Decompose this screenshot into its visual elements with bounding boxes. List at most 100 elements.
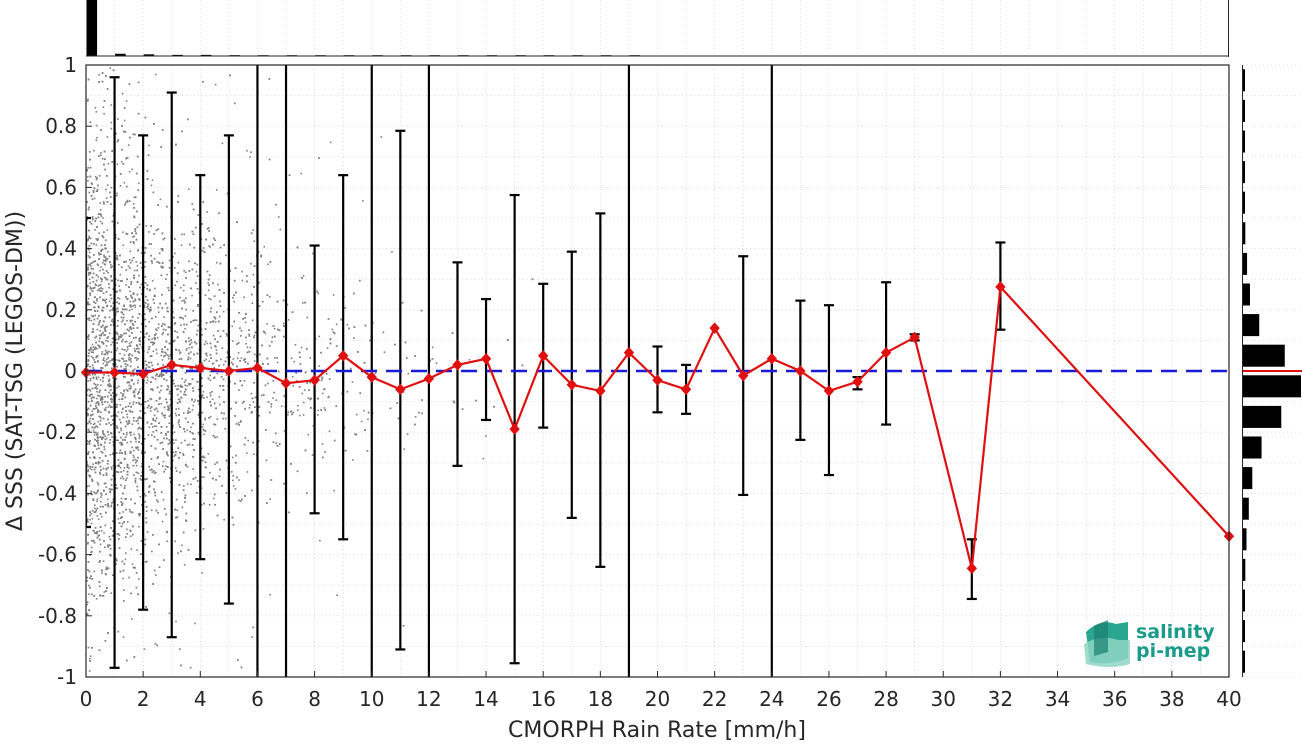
scatter-point [94,283,97,285]
scatter-point [101,460,104,462]
scatter-point [191,444,194,446]
scatter-point [160,274,163,277]
scatter-point [309,398,311,401]
scatter-point [273,327,276,330]
scatter-point [168,390,171,393]
scatter-point [318,157,320,159]
scatter-point [134,133,136,136]
scatter-point [126,346,129,348]
scatter-point [87,453,89,455]
scatter-point [88,388,91,391]
scatter-point [133,274,135,277]
scatter-point [201,223,203,225]
scatter-point [98,649,101,651]
scatter-point [163,355,165,358]
scatter-point [168,267,171,269]
scatter-point [114,257,117,260]
scatter-point [150,458,153,460]
scatter-point [207,289,210,292]
scatter-point [97,359,99,362]
scatter-point [262,300,264,303]
scatter-point [110,484,113,486]
scatter-point [126,470,129,473]
scatter-point [93,530,95,532]
scatter-point [187,188,190,191]
scatter-point [344,449,347,452]
scatter-point [101,80,104,83]
scatter-point [178,399,181,401]
scatter-point [144,495,147,497]
scatter-point [168,392,171,395]
scatter-point [95,178,98,181]
scatter-point [96,289,99,292]
scatter-point [100,530,103,532]
scatter-point [202,81,204,83]
scatter-point [194,622,196,625]
scatter-point [138,403,141,405]
scatter-point [88,256,91,259]
scatter-point [88,485,90,487]
scatter-point [180,441,183,444]
scatter-point [88,349,91,352]
scatter-point [164,302,167,305]
scatter-point [95,407,98,409]
scatter-point [153,436,156,438]
scatter-point [151,471,154,473]
scatter-point [124,203,126,206]
scatter-point [144,478,146,481]
scatter-point [122,408,124,411]
scatter-point [105,474,108,476]
scatter-point [233,102,236,105]
scatter-point [149,410,152,412]
scatter-point [102,380,104,383]
scatter-point [101,309,103,312]
scatter-point [136,293,139,296]
scatter-point [87,534,89,536]
scatter-point [232,296,234,299]
scatter-point [126,441,129,444]
scatter-point [140,403,143,406]
scatter-point [97,284,100,287]
scatter-point [87,167,89,169]
scatter-point [193,246,196,249]
scatter-point [129,450,132,453]
scatter-point [143,306,146,309]
scatter-point [152,343,154,346]
scatter-point [145,506,148,508]
scatter-point [155,499,158,501]
scatter-point [182,317,184,320]
scatter-point [158,375,161,378]
scatter-point [109,263,112,266]
scatter-point [88,151,91,153]
scatter-point [104,316,107,319]
scatter-point [229,270,232,272]
scatter-point [107,380,110,383]
scatter-point [146,421,149,424]
scatter-point [91,314,93,317]
scatter-point [161,465,164,468]
scatter-point [253,334,256,337]
scatter-point [122,433,125,435]
scatter-point [224,360,227,363]
scatter-point [115,484,117,487]
scatter-point [121,443,124,446]
scatter-point [221,142,224,145]
scatter-point [132,459,134,462]
scatter-point [90,355,93,358]
scatter-point [214,436,216,439]
scatter-point [258,475,260,478]
scatter-point [402,624,405,627]
scatter-point [182,489,185,491]
scatter-point [104,396,106,398]
scatter-point [149,306,152,309]
scatter-point [196,275,199,277]
scatter-point [102,594,105,597]
right-histogram-bar [1243,650,1245,673]
scatter-point [131,423,134,426]
scatter-point [122,439,124,441]
scatter-point [103,445,106,448]
scatter-point [91,426,93,429]
scatter-point [110,127,113,130]
scatter-point [161,248,164,250]
scatter-point [97,384,99,386]
